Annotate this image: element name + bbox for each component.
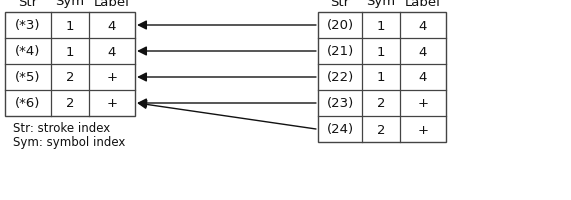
Text: 4: 4: [419, 45, 427, 58]
Text: Str: Str: [18, 0, 38, 8]
Text: Str: Str: [331, 0, 349, 8]
Text: 2: 2: [66, 97, 74, 110]
Text: 2: 2: [66, 71, 74, 84]
Bar: [5, 13, 135, 116]
Text: (*6): (*6): [15, 97, 41, 110]
Text: +: +: [417, 123, 428, 136]
Text: (20): (20): [327, 19, 353, 32]
Text: 4: 4: [108, 45, 116, 58]
Text: +: +: [107, 71, 118, 84]
Text: (*4): (*4): [15, 45, 41, 58]
Text: 4: 4: [419, 19, 427, 32]
Text: 4: 4: [108, 19, 116, 32]
Text: (22): (22): [327, 71, 353, 84]
Text: +: +: [417, 97, 428, 110]
Text: Sym: symbol index: Sym: symbol index: [13, 135, 126, 148]
Text: (*5): (*5): [15, 71, 41, 84]
Text: (23): (23): [327, 97, 353, 110]
Text: Sym: Sym: [55, 0, 85, 8]
Text: Sym: Sym: [367, 0, 396, 8]
Text: 4: 4: [419, 71, 427, 84]
Text: 1: 1: [66, 19, 74, 32]
Text: 1: 1: [377, 71, 385, 84]
Text: Label: Label: [405, 0, 441, 8]
Text: (*3): (*3): [15, 19, 41, 32]
Text: (24): (24): [327, 123, 353, 136]
Text: 1: 1: [377, 19, 385, 32]
Text: (21): (21): [327, 45, 353, 58]
Text: +: +: [107, 97, 118, 110]
Text: Str: stroke index: Str: stroke index: [13, 121, 110, 134]
Text: 1: 1: [66, 45, 74, 58]
Text: 2: 2: [377, 123, 385, 136]
Bar: [318, 13, 446, 142]
Text: 1: 1: [377, 45, 385, 58]
Text: Label: Label: [94, 0, 130, 8]
Text: 2: 2: [377, 97, 385, 110]
